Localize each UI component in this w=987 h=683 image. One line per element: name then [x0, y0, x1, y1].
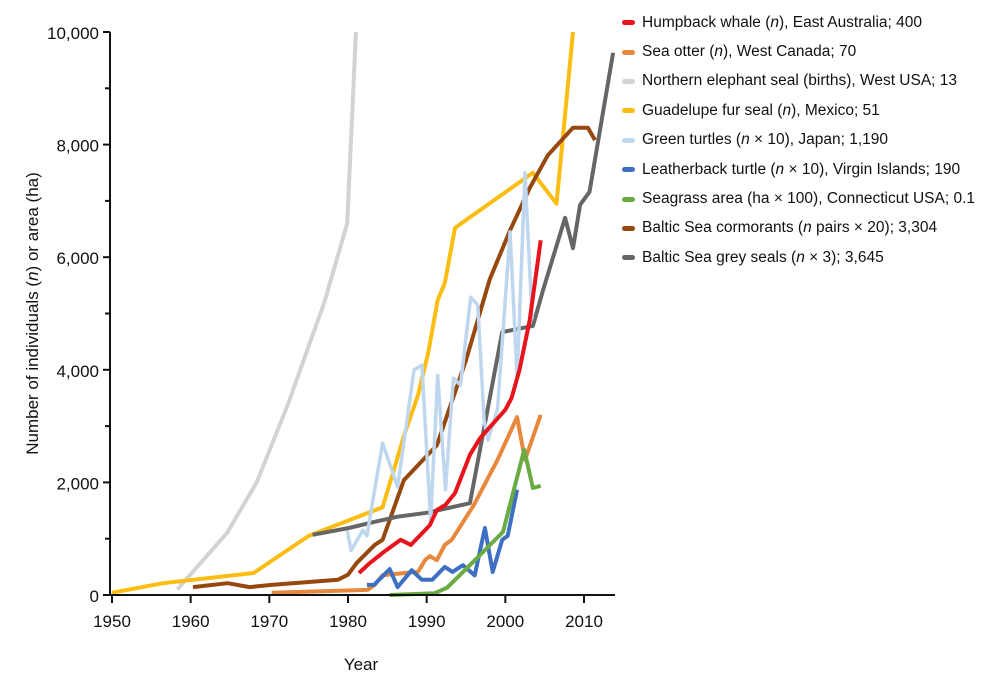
legend-label-italic: n: [770, 13, 779, 31]
legend-label-part: × 3); 3,645: [804, 248, 884, 266]
y-tick-label: 8,000: [56, 137, 99, 156]
y-tick-label: 0: [90, 587, 99, 606]
legend-label: Northern elephant seal (births), West US…: [642, 72, 957, 90]
legend-swatch: [622, 167, 635, 173]
legend-label-part: ), West Canada; 70: [723, 43, 857, 61]
legend-label: Baltic Sea cormorants (n pairs × 20); 3,…: [642, 219, 937, 237]
x-tick-label: 1950: [93, 612, 131, 631]
legend-label-part: Guadelupe fur seal (: [642, 101, 783, 119]
legend: Humpback whale (n), East Australia; 400 S…: [622, 8, 975, 273]
x-tick-label: 2010: [565, 612, 603, 631]
legend-item: Guadelupe fur seal (n), Mexico; 51: [622, 96, 975, 125]
legend-swatch: [622, 108, 635, 114]
legend-label-italic: n: [775, 160, 785, 178]
legend-label: Sea otter (n), West Canada; 70: [642, 43, 856, 61]
legend-label-part: Baltic Sea cormorants (: [642, 219, 804, 237]
y-tick-label: 4,000: [56, 362, 99, 381]
legend-label-part: ), Mexico; 51: [791, 101, 880, 119]
y-axis-title-part-1: Number of individuals (: [23, 281, 42, 455]
series-line-1: [271, 414, 543, 595]
series-layer: [111, 31, 616, 597]
legend-label-italic: n: [782, 101, 792, 119]
legend-label-italic: n: [714, 43, 723, 61]
legend-label-part: Leatherback turtle (: [642, 160, 776, 178]
legend-label-italic: n: [796, 248, 805, 266]
y-ticks: 0 2,000 4,000 6,000 8,000 10,000: [47, 24, 110, 606]
series-line-0: [357, 240, 543, 575]
legend-item: Seagrass area (ha × 100), Connecticut US…: [622, 184, 975, 213]
legend-swatch: [622, 49, 635, 55]
legend-label-part: Baltic Sea grey seals (: [642, 248, 797, 266]
legend-label-part: Green turtles (: [642, 131, 742, 149]
x-tick-label: 1980: [329, 612, 367, 631]
legend-item: Sea otter (n), West Canada; 70: [622, 37, 975, 66]
legend-label: Seagrass area (ha × 100), Connecticut US…: [642, 190, 975, 208]
series-line-5: [366, 489, 520, 590]
x-ticks: 1950 1960 1970 1980 1990 2000 2010: [93, 595, 603, 631]
legend-label: Green turtles (n × 10), Japan; 1,190: [642, 131, 888, 149]
legend-label-italic: n: [741, 131, 750, 149]
legend-item: Green turtles (n × 10), Japan; 1,190: [622, 126, 975, 155]
legend-swatch: [622, 20, 635, 26]
legend-swatch: [622, 255, 635, 261]
legend-label-part: Humpback whale (: [642, 13, 771, 31]
legend-label-part: Northern elephant seal (births), West US…: [642, 72, 958, 90]
legend-label-part: × 10), Japan; 1,190: [749, 131, 888, 149]
legend-label-part: × 10), Virgin Islands; 190: [784, 160, 961, 178]
series-line-4: [345, 171, 534, 553]
legend-swatch: [622, 137, 635, 143]
y-axis-title-italic-n: n: [23, 271, 42, 280]
x-tick-label: 1990: [408, 612, 446, 631]
legend-label: Humpback whale (n), East Australia; 400: [642, 14, 922, 32]
x-tick-label: 2000: [486, 612, 524, 631]
legend-label: Guadelupe fur seal (n), Mexico; 51: [642, 102, 880, 120]
legend-label-part: Seagrass area (ha × 100), Connecticut US…: [642, 190, 976, 208]
x-tick-label: 1970: [250, 612, 288, 631]
series-line-6: [389, 447, 542, 597]
legend-swatch: [622, 78, 635, 84]
legend-label-italic: n: [803, 219, 812, 237]
legend-label-part: Sea otter (: [642, 43, 715, 61]
x-tick-label: 1960: [172, 612, 210, 631]
legend-label-part: pairs × 20); 3,304: [811, 219, 938, 237]
y-axis-title-part-2: ) or area (ha): [23, 172, 42, 271]
x-axis-title: Year: [344, 655, 379, 674]
series-line-8: [312, 52, 616, 537]
series-line-7: [192, 125, 597, 590]
y-tick-label: 2,000: [56, 474, 99, 493]
legend-label-part: ), East Australia; 400: [778, 13, 923, 31]
legend-label: Baltic Sea grey seals (n × 3); 3,645: [642, 249, 884, 267]
legend-item: Northern elephant seal (births), West US…: [622, 67, 975, 96]
axes: 0 2,000 4,000 6,000 8,000 10,000 1950 1960 1970…: [47, 24, 615, 631]
legend-item: Humpback whale (n), East Australia; 400: [622, 8, 975, 37]
y-axis-title: Number of individuals (n) or area (ha): [23, 172, 42, 455]
legend-swatch: [622, 196, 635, 202]
legend-item: Baltic Sea grey seals (n × 3); 3,645: [622, 243, 975, 272]
y-tick-label: 10,000: [47, 24, 99, 43]
y-tick-label: 6,000: [56, 249, 99, 268]
legend-item: Baltic Sea cormorants (n pairs × 20); 3,…: [622, 214, 975, 243]
legend-item: Leatherback turtle (n × 10), Virgin Isla…: [622, 155, 975, 184]
legend-label: Leatherback turtle (n × 10), Virgin Isla…: [642, 161, 960, 179]
legend-swatch: [622, 225, 635, 231]
series-line-2: [175, 31, 358, 591]
